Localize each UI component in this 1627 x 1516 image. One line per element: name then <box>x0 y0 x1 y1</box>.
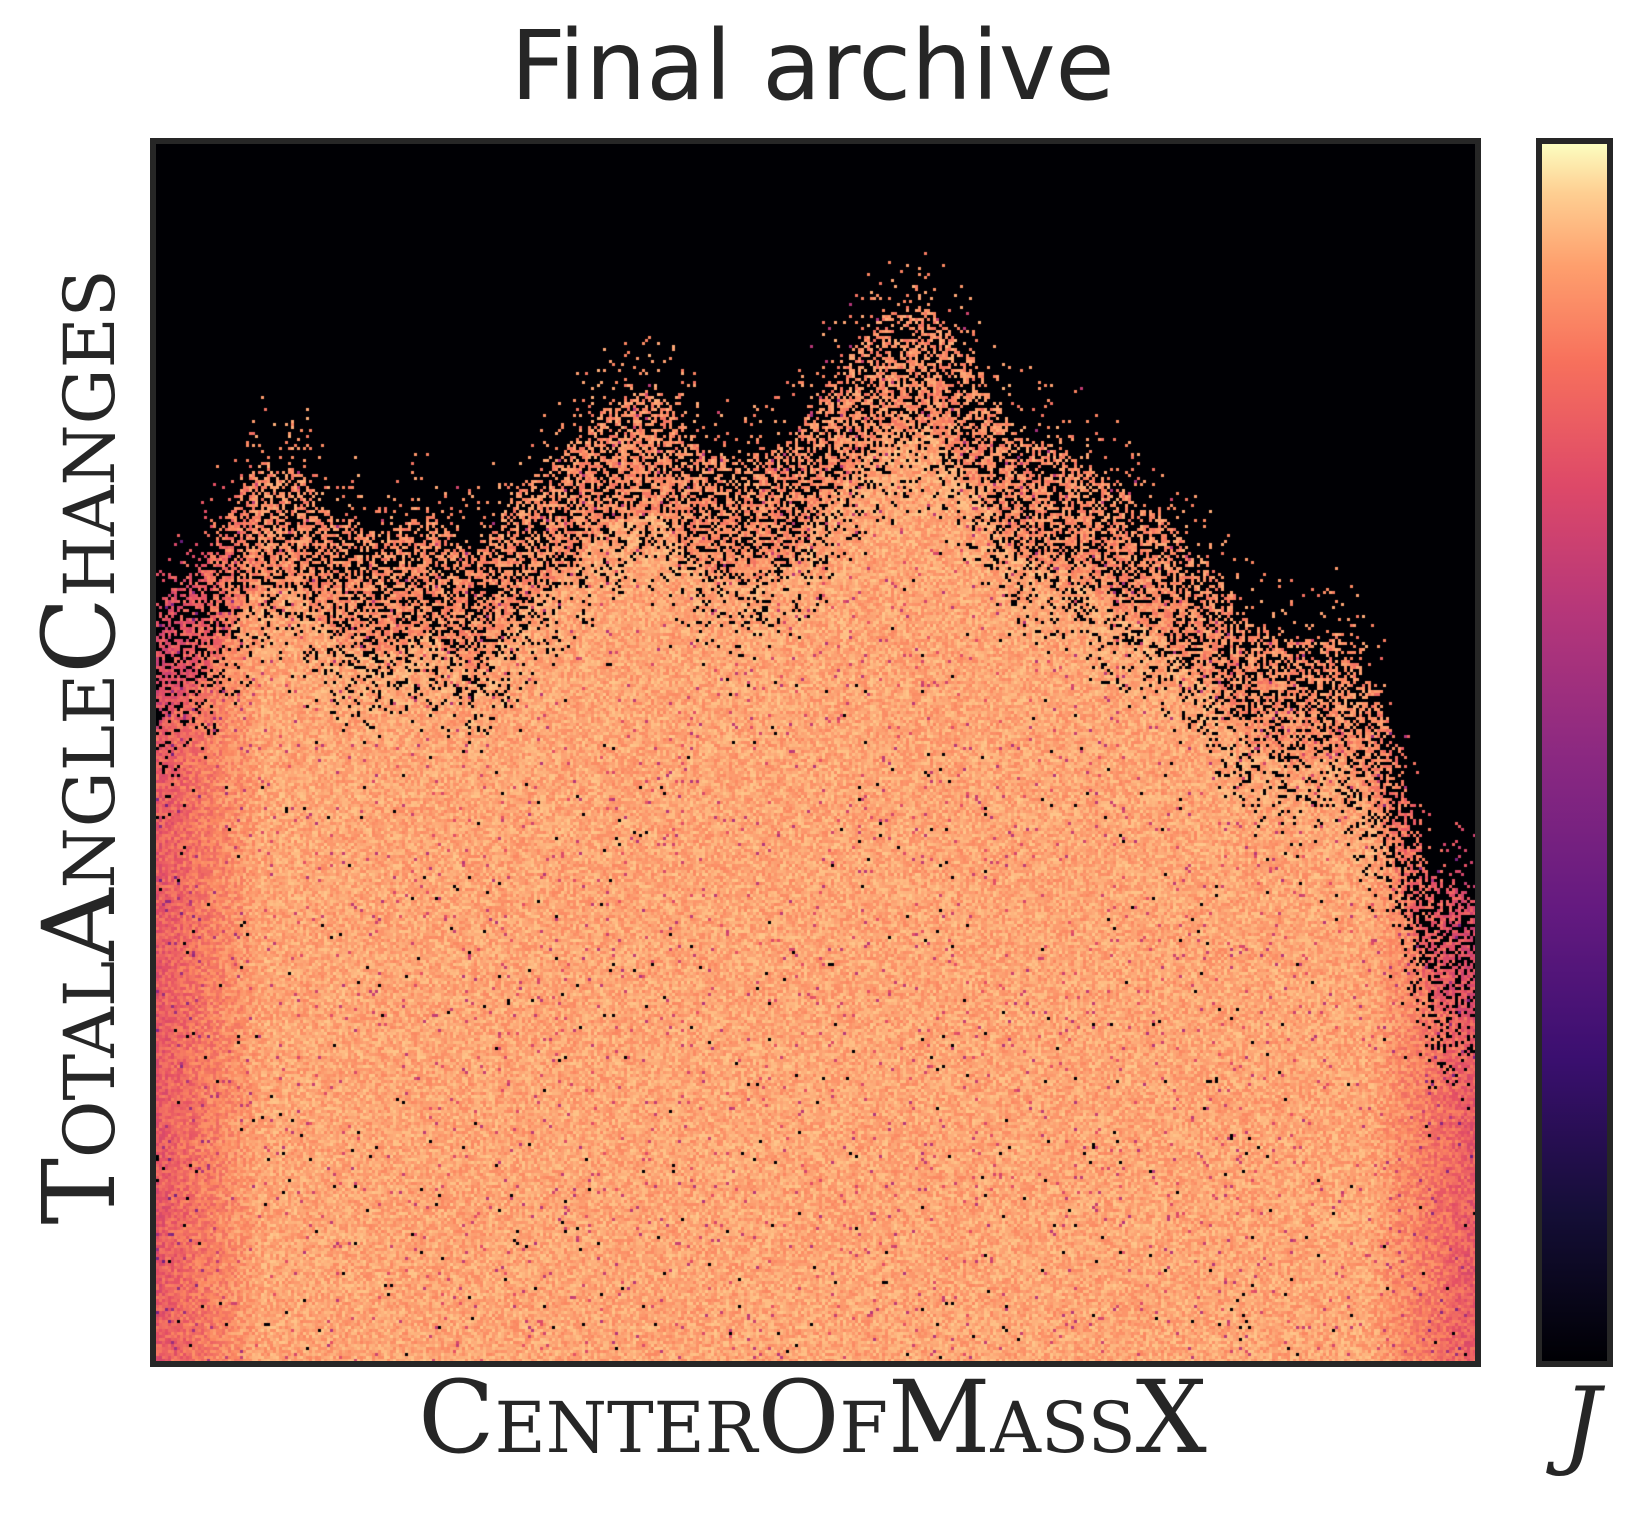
x-axis-label: CenterOfMassX <box>418 1359 1207 1476</box>
heatmap-plot-area <box>150 138 1481 1367</box>
colorbar <box>1536 138 1613 1367</box>
y-axis-label: TotalAngleChanges <box>21 269 138 1225</box>
colorbar-label: J <box>1562 1367 1601 1479</box>
chart-title: Final archive <box>510 10 1115 122</box>
heatmap-cells <box>156 144 1475 1361</box>
